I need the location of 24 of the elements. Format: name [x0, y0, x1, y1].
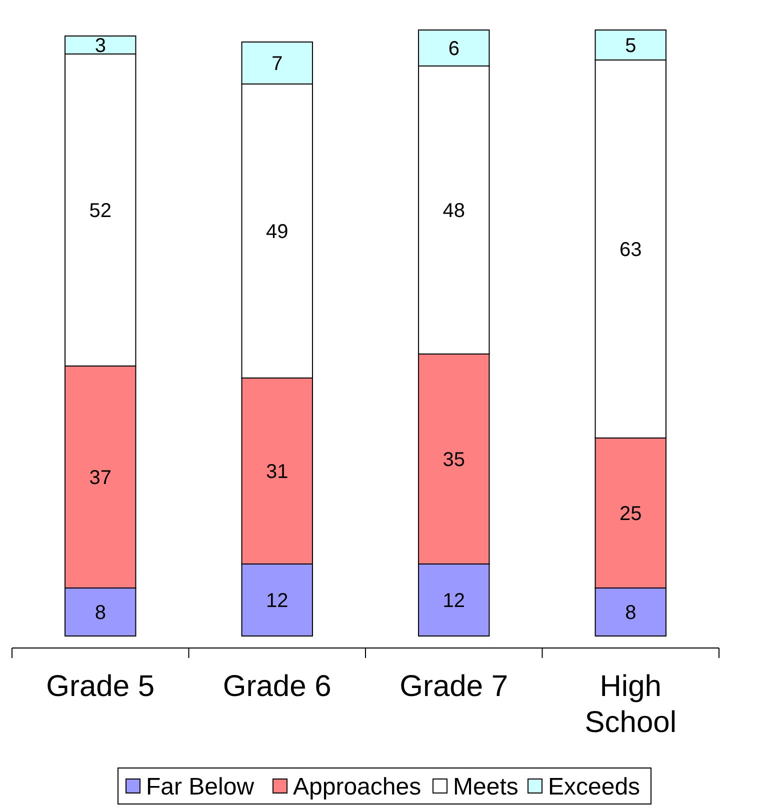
data-label: 12	[266, 590, 288, 612]
legend-label: Far Below	[146, 773, 255, 800]
x-tick-label: Grade 7	[400, 670, 508, 703]
legend-label: Exceeds	[548, 773, 640, 800]
data-label: 12	[442, 590, 465, 612]
x-tick-label: Grade 6	[222, 670, 332, 703]
legend-label: Meets	[453, 773, 518, 800]
data-label: 3	[94, 35, 106, 57]
data-label: 8	[625, 602, 636, 624]
data-label: 37	[89, 467, 112, 489]
data-label: 35	[442, 449, 465, 471]
data-label: 52	[89, 200, 112, 222]
data-label: 49	[266, 221, 288, 243]
data-label: 48	[442, 200, 465, 222]
data-label: 8	[94, 602, 106, 624]
data-label: 25	[620, 503, 642, 525]
x-tick-label: High School	[584, 670, 676, 739]
data-label: 7	[272, 53, 283, 75]
data-label: 6	[448, 38, 460, 60]
x-tick-label: Grade 5	[46, 670, 155, 703]
data-label: 5	[625, 35, 636, 57]
data-label: 63	[620, 239, 642, 261]
data-label: 31	[266, 461, 288, 483]
legend-label: Approaches	[293, 773, 422, 800]
